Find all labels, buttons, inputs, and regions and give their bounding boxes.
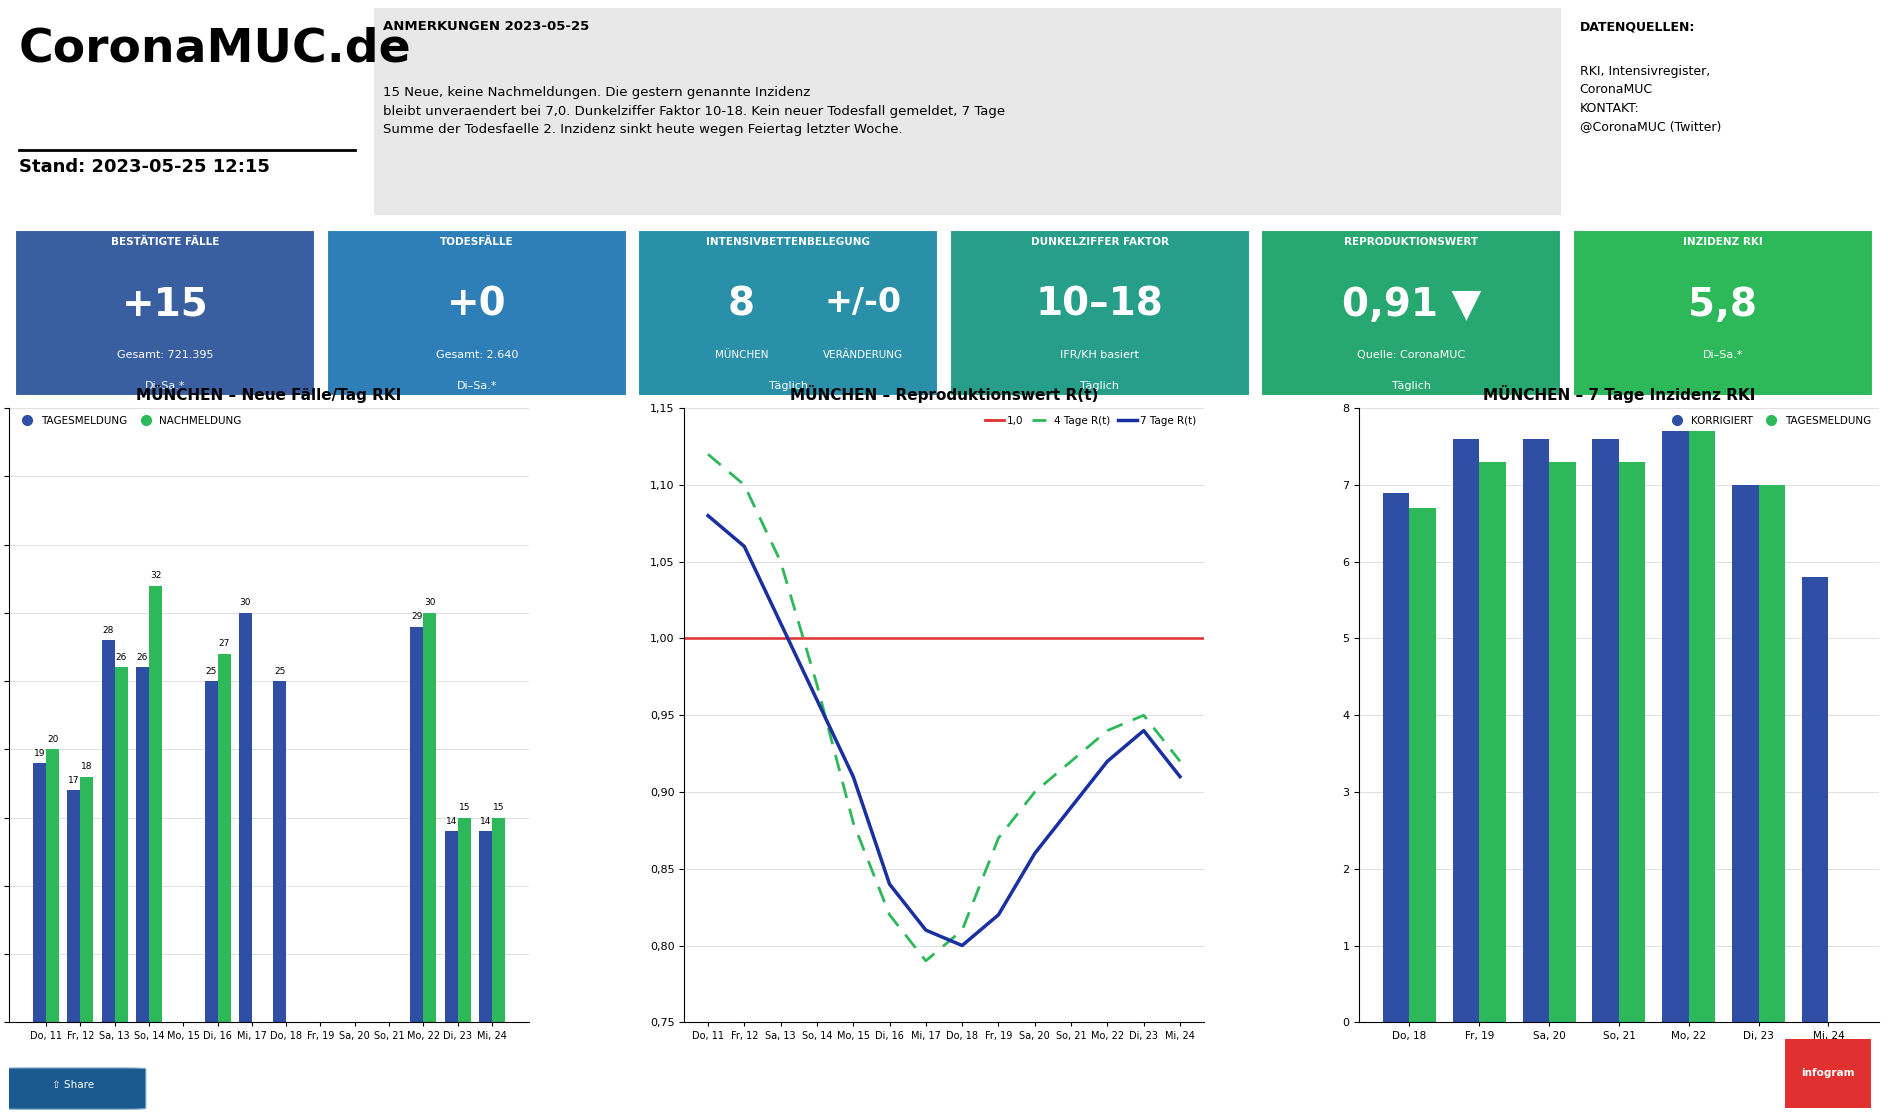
Text: 25: 25 (274, 666, 285, 675)
Bar (1618, 462, 1646, 1022)
Text: Di–Sa.*: Di–Sa.* (457, 380, 497, 390)
Text: Stand: 2023-05-25 12:15: Stand: 2023-05-25 12:15 (19, 158, 270, 176)
Bar (1480, 462, 1507, 1022)
Bar (423, 613, 436, 1022)
Text: REPRODUKTIONSWERT: REPRODUKTIONSWERT (1344, 237, 1478, 247)
Text: Täglich: Täglich (768, 380, 808, 390)
Text: DUNKELZIFFER FAKTOR: DUNKELZIFFER FAKTOR (1031, 237, 1169, 247)
Text: CoronaMUC.de: CoronaMUC.de (19, 27, 412, 72)
Bar (1410, 508, 1437, 1022)
Text: TODESFÄLLE: TODESFÄLLE (440, 237, 514, 247)
Bar (68, 790, 81, 1022)
Bar (493, 817, 506, 1022)
Bar (32, 762, 45, 1022)
Bar (1801, 577, 1828, 1022)
Bar (115, 667, 128, 1022)
Bar (136, 667, 149, 1022)
Bar (274, 681, 287, 1022)
Text: Made with: Made with (1701, 1080, 1760, 1090)
FancyBboxPatch shape (1261, 230, 1561, 396)
Bar (480, 831, 493, 1022)
Text: Quelle: CoronaMUC: Quelle: CoronaMUC (1357, 350, 1465, 360)
Bar (410, 626, 423, 1022)
Text: +0: +0 (447, 286, 506, 324)
Bar (1731, 485, 1758, 1022)
Text: 5,8: 5,8 (1688, 286, 1758, 324)
FancyBboxPatch shape (638, 230, 938, 396)
FancyBboxPatch shape (15, 230, 315, 396)
Text: RKI, Intensivregister,
CoronaMUC
KONTAKT:
@CoronaMUC (Twitter): RKI, Intensivregister, CoronaMUC KONTAKT… (1580, 65, 1720, 133)
Text: Gesamt: 721.395: Gesamt: 721.395 (117, 350, 213, 360)
Text: VERÄNDERUNG: VERÄNDERUNG (823, 350, 902, 360)
Bar (1452, 439, 1480, 1022)
Text: ⇧ Share: ⇧ Share (53, 1080, 94, 1090)
Bar (1382, 493, 1410, 1022)
FancyBboxPatch shape (950, 230, 1250, 396)
Bar (204, 681, 217, 1022)
Text: 10–18: 10–18 (1037, 286, 1163, 324)
Text: Täglich: Täglich (1391, 380, 1431, 390)
Text: DATENQUELLEN:: DATENQUELLEN: (1580, 20, 1695, 34)
Bar (1688, 432, 1716, 1022)
Text: 28: 28 (102, 626, 113, 635)
Bar (217, 654, 230, 1022)
Text: 30: 30 (240, 598, 251, 607)
Text: +/-0: +/-0 (825, 286, 902, 319)
Bar (1550, 462, 1576, 1022)
Title: MÜNCHEN – 7 Tage Inzidenz RKI: MÜNCHEN – 7 Tage Inzidenz RKI (1482, 385, 1756, 402)
Bar (446, 831, 457, 1022)
Text: Di–Sa.*: Di–Sa.* (1703, 350, 1743, 360)
Bar (1592, 439, 1618, 1022)
Text: 26: 26 (136, 653, 147, 662)
Title: MÜNCHEN – Neue Fälle/Tag RKI: MÜNCHEN – Neue Fälle/Tag RKI (136, 385, 402, 402)
Bar (457, 817, 470, 1022)
Bar (102, 641, 115, 1022)
Legend: KORRIGIERT, TAGESMELDUNG: KORRIGIERT, TAGESMELDUNG (1665, 414, 1873, 427)
Text: 15 Neue, keine Nachmeldungen. Die gestern genannte Inzidenz
bleibt unveraendert : 15 Neue, keine Nachmeldungen. Die gester… (383, 86, 1006, 136)
Text: 26: 26 (115, 653, 126, 662)
Text: 25: 25 (206, 666, 217, 675)
FancyBboxPatch shape (327, 230, 627, 396)
FancyBboxPatch shape (0, 1068, 145, 1109)
Text: 15: 15 (493, 803, 504, 812)
Text: INTENSIVBETTENBELEGUNG: INTENSIVBETTENBELEGUNG (706, 237, 870, 247)
FancyBboxPatch shape (374, 8, 1561, 215)
Text: 8: 8 (729, 286, 755, 324)
Bar (1522, 439, 1550, 1022)
Legend: TAGESMELDUNG, NACHMELDUNG: TAGESMELDUNG, NACHMELDUNG (15, 414, 244, 427)
Text: * RKI Zahlen zu Inzidenz, Fallzahlen, Nachmeldungen und Todesfällen: Dienstag bi: * RKI Zahlen zu Inzidenz, Fallzahlen, Na… (464, 1061, 1424, 1077)
Legend: 1,0, 4 Tage R(t), 7 Tage R(t): 1,0, 4 Tage R(t), 7 Tage R(t) (984, 414, 1199, 427)
Bar (1661, 432, 1688, 1022)
Text: IFR/KH basiert: IFR/KH basiert (1061, 350, 1138, 360)
Text: Di–Sa.*: Di–Sa.* (145, 380, 185, 390)
Text: 30: 30 (425, 598, 436, 607)
Bar (81, 777, 93, 1022)
Bar (240, 613, 251, 1022)
Text: ANMERKUNGEN 2023-05-25: ANMERKUNGEN 2023-05-25 (383, 20, 595, 34)
Text: infogram: infogram (1801, 1068, 1854, 1078)
Text: MÜNCHEN: MÜNCHEN (716, 350, 768, 360)
Text: 14: 14 (446, 817, 457, 826)
Title: MÜNCHEN – Reproduktionswert R(t): MÜNCHEN – Reproduktionswert R(t) (789, 385, 1099, 402)
Text: BESTÄTIGTE FÄLLE: BESTÄTIGTE FÄLLE (111, 237, 219, 247)
Text: 14: 14 (480, 817, 491, 826)
FancyBboxPatch shape (1784, 1039, 1871, 1108)
Text: 0,91 ▼: 0,91 ▼ (1342, 286, 1480, 324)
Text: 15: 15 (459, 803, 470, 812)
Text: 29: 29 (412, 612, 423, 622)
Text: 32: 32 (149, 571, 160, 580)
Bar (45, 749, 59, 1022)
Text: 18: 18 (81, 762, 93, 771)
Text: Täglich: Täglich (1080, 380, 1120, 390)
Text: 17: 17 (68, 776, 79, 785)
FancyBboxPatch shape (1573, 230, 1873, 396)
Text: 20: 20 (47, 735, 59, 743)
Text: 19: 19 (34, 749, 45, 758)
Text: 27: 27 (219, 639, 230, 648)
Bar (149, 586, 162, 1022)
Bar (1758, 485, 1786, 1022)
Text: Gesamt: 2.640: Gesamt: 2.640 (436, 350, 517, 360)
Text: INZIDENZ RKI: INZIDENZ RKI (1682, 237, 1763, 247)
Text: +15: +15 (123, 286, 208, 324)
